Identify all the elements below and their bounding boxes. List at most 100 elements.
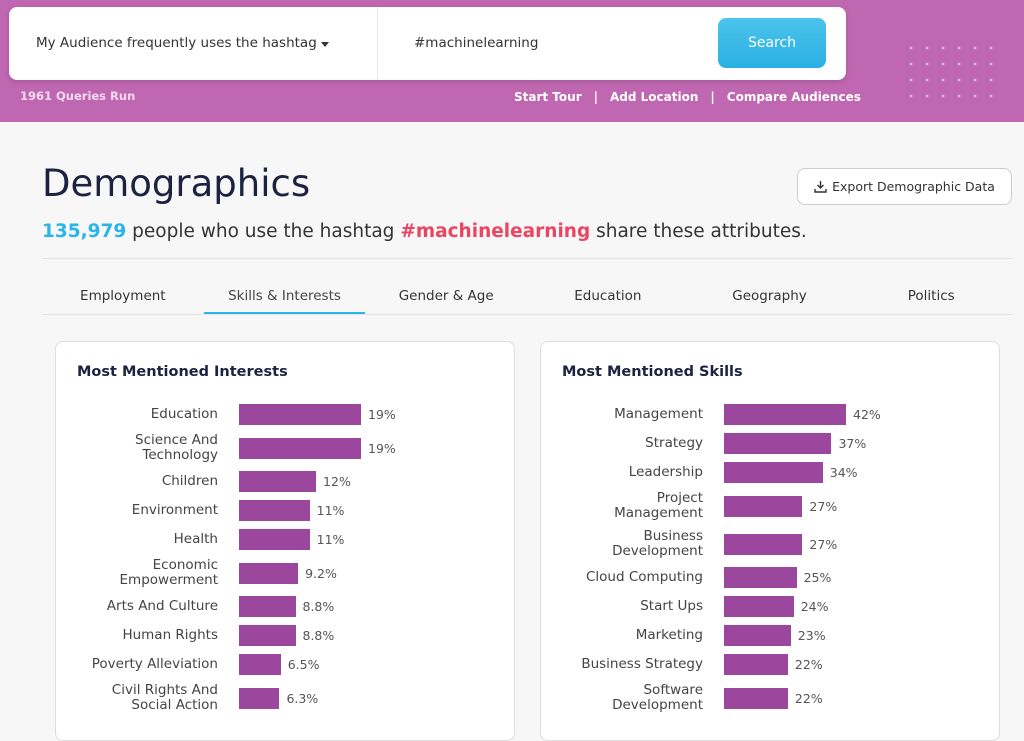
bar-row: Health 11% bbox=[56, 529, 514, 550]
bar-list: Education 19% Science And Technology 19% Chi… bbox=[56, 404, 514, 713]
value-label: 8.8% bbox=[302, 628, 335, 643]
bar bbox=[724, 687, 788, 709]
category-label: Strategy bbox=[645, 435, 703, 451]
separator: | bbox=[710, 90, 715, 104]
tab[interactable]: Education bbox=[574, 288, 642, 304]
bar bbox=[724, 495, 803, 517]
value-label: 22% bbox=[794, 690, 823, 706]
hashtag: #machinelearning bbox=[400, 221, 591, 242]
category-label: Health bbox=[173, 531, 218, 547]
bar-row: Science And Technology 19% bbox=[56, 433, 514, 463]
bar bbox=[724, 654, 788, 675]
compare-audiences-link[interactable]: Compare Audiences bbox=[726, 90, 861, 104]
value-label: 6.3% bbox=[286, 690, 319, 706]
category-label: Arts And Culture bbox=[106, 598, 218, 614]
value-label: 27% bbox=[809, 536, 838, 552]
bar bbox=[724, 625, 791, 646]
header-links: Start Tour | Add Location | Compare Audi… bbox=[514, 90, 861, 104]
bar-row: Project Management 27% bbox=[541, 491, 999, 521]
category-label: Education bbox=[150, 406, 218, 422]
search-button[interactable]: Search bbox=[718, 18, 826, 68]
bar bbox=[239, 500, 310, 521]
category-label: Children bbox=[161, 473, 218, 489]
dot-pattern bbox=[903, 40, 1003, 108]
bar-row: Cloud Computing 25% bbox=[541, 567, 999, 588]
tab[interactable]: Geography bbox=[732, 288, 807, 304]
category-label: Marketing bbox=[635, 627, 703, 643]
category-label: Human Rights bbox=[122, 627, 218, 643]
tab[interactable]: Politics bbox=[907, 288, 955, 304]
chart-panel: Most Mentioned Interests Education 19% Scie… bbox=[55, 341, 515, 741]
bar-row: Management 42% bbox=[541, 404, 999, 425]
chart-panel: Most Mentioned Skills Management 42% Strate… bbox=[540, 341, 1000, 741]
value-label: 19% bbox=[368, 440, 396, 456]
category-label: Economic Empowerment bbox=[119, 557, 218, 588]
category-label: Management bbox=[614, 406, 703, 422]
category-label: Civil Rights And Social Action bbox=[111, 682, 218, 713]
bar bbox=[239, 562, 299, 584]
bar-row: Business Strategy 22% bbox=[541, 654, 999, 675]
category-label: Environment bbox=[131, 502, 218, 518]
value-label: 27% bbox=[809, 498, 838, 514]
header: My Audience frequently uses the hashtag … bbox=[0, 0, 1024, 122]
count: 135,979 bbox=[42, 221, 127, 242]
tab[interactable]: Employment bbox=[80, 288, 166, 304]
value-label: 42% bbox=[853, 407, 881, 422]
separator: | bbox=[593, 90, 598, 104]
bar bbox=[724, 462, 823, 483]
value-label: 9.2% bbox=[305, 565, 337, 581]
bar-row: Start Ups 24% bbox=[541, 596, 999, 617]
add-location-link[interactable]: Add Location bbox=[610, 90, 699, 104]
dropdown-caret[interactable] bbox=[321, 42, 329, 47]
value-label: 34% bbox=[829, 465, 858, 480]
bar-row: Business Development 27% bbox=[541, 529, 999, 559]
bar bbox=[239, 654, 281, 675]
start-tour-link[interactable]: Start Tour bbox=[514, 90, 582, 104]
bar bbox=[724, 567, 797, 588]
category-label: Start Ups bbox=[640, 598, 703, 614]
category-label: Cloud Computing bbox=[586, 569, 703, 585]
value-label: 11% bbox=[316, 503, 345, 518]
category-label: Software Development bbox=[612, 682, 703, 713]
value-label: 25% bbox=[803, 570, 832, 585]
bar-row: Environment 11% bbox=[56, 500, 514, 521]
bar bbox=[239, 687, 280, 709]
query-type-dropdown[interactable]: My Audience frequently uses the hashtag bbox=[36, 35, 317, 51]
bar bbox=[239, 529, 310, 550]
value-label: 23% bbox=[797, 628, 826, 643]
value-label: 12% bbox=[323, 474, 351, 489]
queries-run: 1961 Queries Run bbox=[20, 89, 136, 103]
bar-row: Marketing 23% bbox=[541, 625, 999, 646]
bar-row: Strategy 37% bbox=[541, 433, 999, 454]
category-label: Leadership bbox=[628, 464, 703, 480]
bar bbox=[239, 596, 296, 617]
category-label: Business Strategy bbox=[581, 656, 703, 672]
tab[interactable]: Gender & Age bbox=[398, 288, 494, 304]
download-icon bbox=[814, 181, 827, 193]
bar-row: Poverty Alleviation 6.5% bbox=[56, 654, 514, 675]
bar bbox=[239, 404, 361, 425]
category-label: Science And Technology bbox=[135, 432, 218, 463]
bar bbox=[724, 404, 846, 425]
bar bbox=[724, 533, 803, 555]
divider bbox=[42, 258, 1012, 259]
tabs: Employment Skills & Interests Gender & Age… bbox=[42, 284, 1012, 314]
export-label: Export Demographic Data bbox=[832, 179, 995, 194]
search-box: My Audience frequently uses the hashtag … bbox=[9, 7, 846, 80]
value-label: 19% bbox=[368, 407, 396, 422]
value-label: 8.8% bbox=[302, 599, 335, 614]
bar bbox=[724, 596, 794, 617]
tab[interactable]: Skills & Interests bbox=[203, 284, 366, 314]
query-input[interactable]: #machinelearning bbox=[414, 35, 539, 51]
bar-row: Leadership 34% bbox=[541, 462, 999, 483]
bar-row: Software Development 22% bbox=[541, 683, 999, 713]
export-button[interactable]: Export Demographic Data bbox=[797, 168, 1012, 205]
category-label: Poverty Alleviation bbox=[91, 656, 218, 672]
page-title: Demographics bbox=[42, 162, 311, 205]
divider bbox=[42, 314, 1012, 315]
bar bbox=[239, 437, 361, 459]
value-label: 37% bbox=[838, 436, 867, 451]
bar bbox=[724, 433, 832, 454]
panel-title: Most Mentioned Interests bbox=[77, 364, 288, 380]
